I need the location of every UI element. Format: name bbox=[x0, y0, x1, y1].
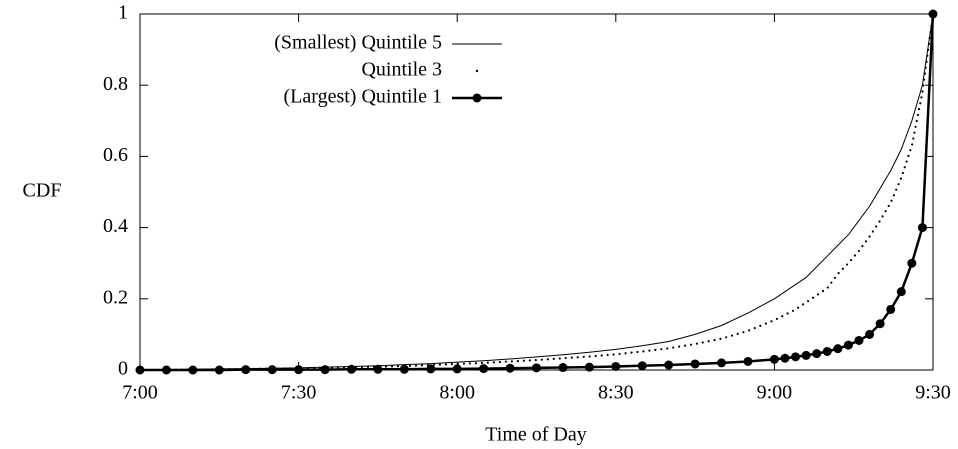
series-line bbox=[140, 13, 935, 372]
point bbox=[743, 356, 753, 366]
point bbox=[532, 363, 541, 373]
point bbox=[690, 359, 700, 369]
plot-frame bbox=[139, 13, 934, 371]
series-line bbox=[139, 13, 934, 371]
x-tick-label: 7:30 bbox=[281, 382, 317, 404]
point bbox=[558, 363, 568, 373]
point bbox=[717, 358, 727, 368]
point bbox=[801, 350, 811, 360]
point bbox=[780, 353, 790, 363]
point bbox=[505, 363, 515, 373]
point bbox=[373, 364, 383, 374]
point bbox=[188, 365, 198, 375]
point bbox=[267, 365, 277, 375]
y-tick-label: 0.6 bbox=[103, 144, 128, 166]
y-tick-label: 0.2 bbox=[103, 286, 128, 308]
point bbox=[843, 340, 853, 350]
point bbox=[294, 365, 304, 375]
y-tick-label: 0 bbox=[118, 358, 128, 380]
legend-label: Quintile 3 bbox=[361, 59, 442, 81]
point bbox=[320, 365, 330, 375]
point bbox=[399, 364, 409, 374]
legend-label: (Smallest) Quintile 5 bbox=[274, 32, 442, 54]
point bbox=[769, 354, 779, 364]
point bbox=[791, 352, 801, 362]
point bbox=[346, 364, 356, 374]
point bbox=[479, 364, 489, 374]
point bbox=[426, 364, 436, 374]
point bbox=[822, 346, 832, 356]
x-tick-label: 8:00 bbox=[439, 382, 475, 404]
x-tick-label: 9:30 bbox=[915, 382, 951, 404]
point bbox=[637, 361, 647, 371]
point bbox=[664, 360, 674, 370]
y-tick-label: 1 bbox=[118, 2, 128, 24]
point bbox=[928, 9, 938, 19]
point bbox=[812, 349, 822, 359]
point bbox=[875, 319, 885, 329]
point bbox=[907, 258, 917, 268]
y-axis-label: CDF bbox=[23, 180, 62, 202]
x-axis-label: Time of Day bbox=[485, 424, 586, 446]
x-tick-label: 9:00 bbox=[757, 382, 793, 404]
point bbox=[611, 361, 621, 371]
point bbox=[917, 223, 927, 233]
legend-label: (Largest) Quintile 1 bbox=[284, 86, 442, 108]
point bbox=[584, 362, 594, 372]
point bbox=[854, 335, 864, 345]
point bbox=[135, 365, 145, 375]
point bbox=[452, 364, 462, 374]
y-tick-label: 0.4 bbox=[103, 215, 128, 237]
legend-swatch bbox=[475, 69, 479, 73]
point bbox=[161, 365, 171, 375]
point bbox=[214, 365, 224, 375]
x-tick-label: 8:30 bbox=[598, 382, 634, 404]
point bbox=[833, 344, 843, 354]
point bbox=[896, 287, 906, 297]
series-line bbox=[138, 12, 935, 372]
x-tick-label: 7:00 bbox=[122, 382, 158, 404]
y-tick-label: 0.8 bbox=[103, 73, 128, 95]
point bbox=[241, 365, 251, 375]
point bbox=[886, 304, 896, 314]
legend-swatch bbox=[472, 93, 482, 103]
point bbox=[865, 329, 875, 339]
